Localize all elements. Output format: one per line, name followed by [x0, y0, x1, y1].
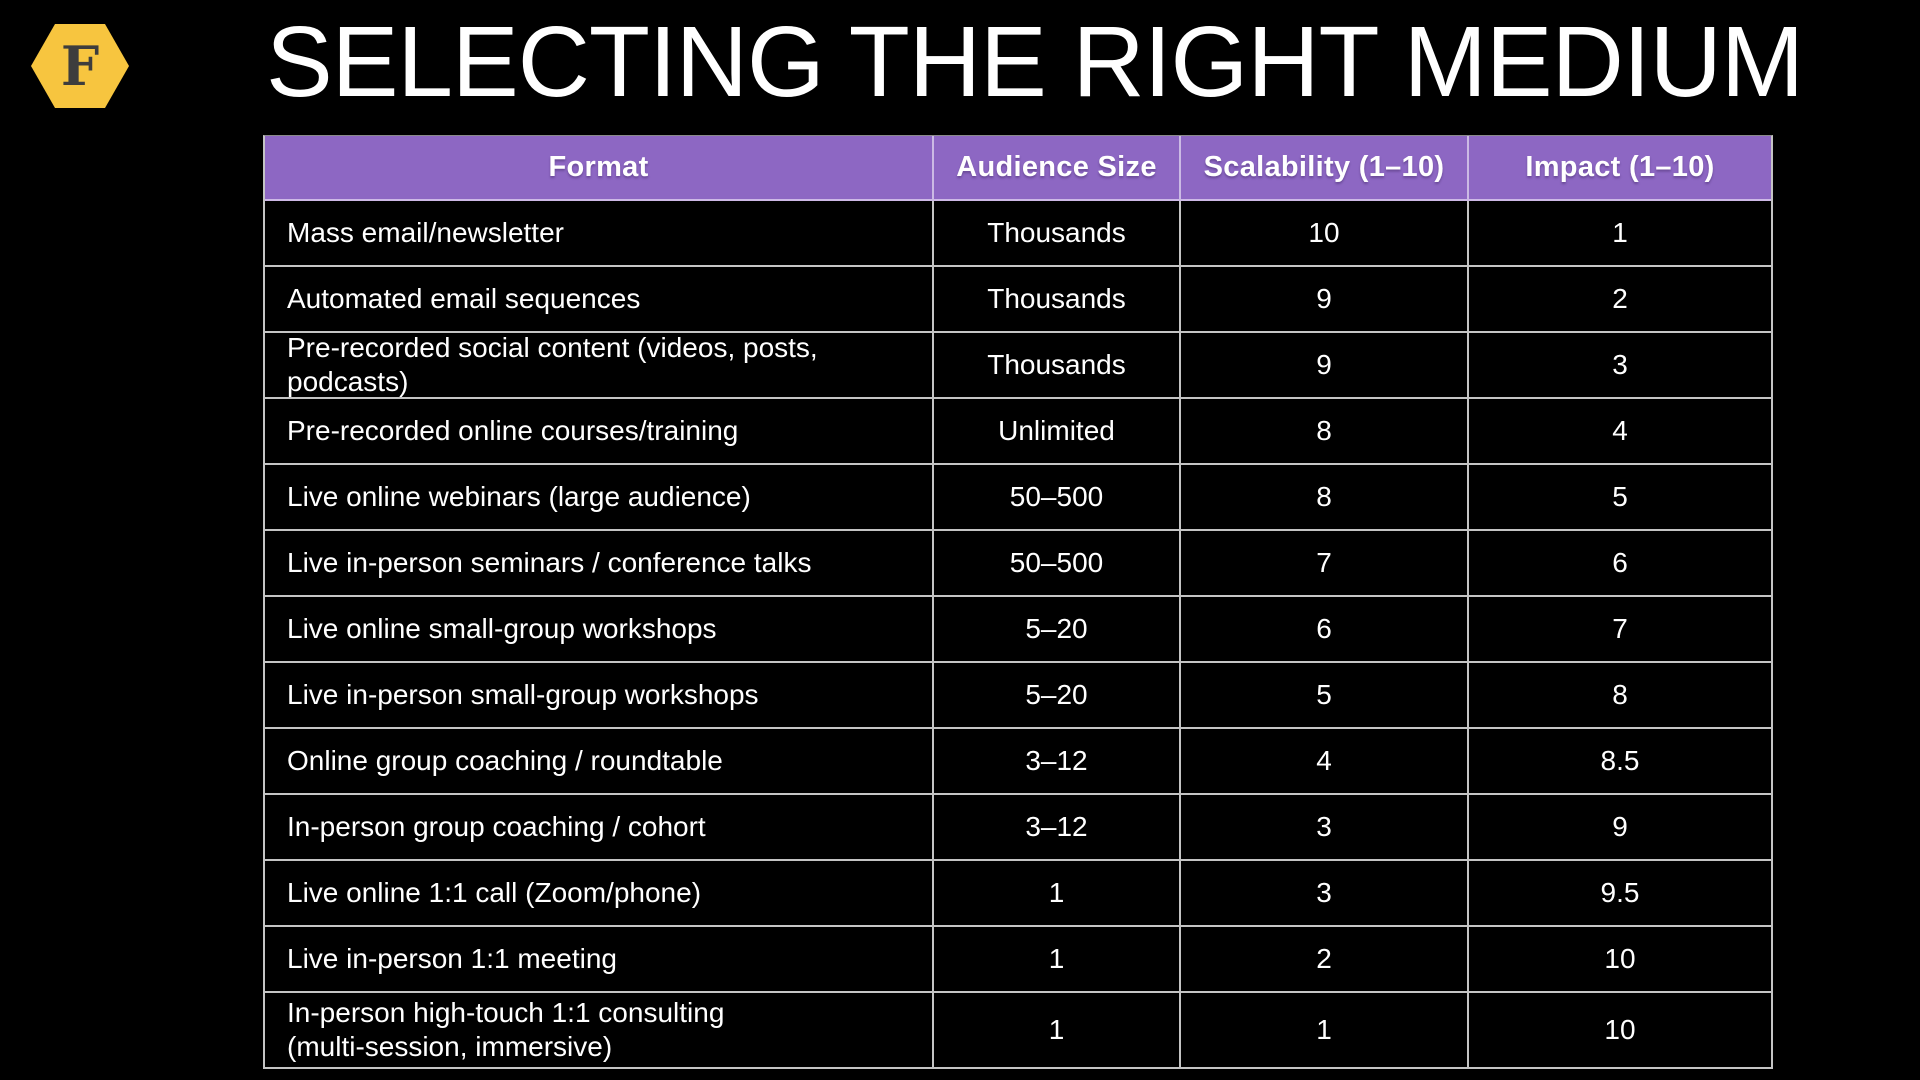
cell-impact: 5	[1612, 481, 1628, 513]
cell-audience: 1	[934, 861, 1181, 925]
cell-format: Live in-person small-group workshops	[265, 663, 934, 727]
table-row: Pre-recorded online courses/training Unl…	[265, 397, 1771, 463]
cell-impact: 9.5	[1600, 877, 1640, 909]
cell-audience: Unlimited	[934, 399, 1181, 463]
cell-scalability: 6	[1181, 597, 1469, 661]
table-header-row: Format Audience Size Scalability (1–10) …	[265, 136, 1771, 199]
cell-format: Automated email sequences	[265, 267, 934, 331]
cell-scalability: 7	[1181, 531, 1469, 595]
cell-format: In-person group coaching / cohort	[265, 795, 934, 859]
cell-scalability: 8	[1181, 465, 1469, 529]
table-body: Mass email/newsletter Thousands 10 1 Aut…	[265, 199, 1771, 1067]
column-header-impact: Impact (1–10)	[1525, 151, 1715, 183]
cell-impact: 10	[1604, 943, 1636, 975]
column-header-audience: Audience Size	[934, 136, 1181, 199]
cell-scalability: 10	[1181, 201, 1469, 265]
cell-scalability: 1	[1181, 993, 1469, 1067]
cell-impact: 2	[1612, 283, 1628, 315]
cell-audience: 1	[934, 993, 1181, 1067]
table-row: Live online small-group workshops 5–20 6…	[265, 595, 1771, 661]
column-header-scalability: Scalability (1–10)	[1181, 136, 1469, 199]
cell-scalability: 2	[1181, 927, 1469, 991]
cell-audience: 3–12	[934, 729, 1181, 793]
table-row: Live in-person small-group workshops 5–2…	[265, 661, 1771, 727]
table-row: Live in-person seminars / conference tal…	[265, 529, 1771, 595]
cell-impact: 7	[1612, 613, 1628, 645]
cell-impact: 3	[1612, 349, 1628, 381]
cell-audience: 5–20	[934, 597, 1181, 661]
cell-scalability: 5	[1181, 663, 1469, 727]
cell-audience: 5–20	[934, 663, 1181, 727]
table-row: In-person group coaching / cohort 3–12 3…	[265, 793, 1771, 859]
table-row: In-person high-touch 1:1 consulting (mul…	[265, 991, 1771, 1067]
table-row: Live online webinars (large audience) 50…	[265, 463, 1771, 529]
cell-impact: 10	[1604, 1014, 1636, 1046]
cell-scalability: 3	[1181, 795, 1469, 859]
cell-audience: Thousands	[934, 267, 1181, 331]
media-comparison-table: Format Audience Size Scalability (1–10) …	[263, 135, 1773, 1069]
table-row: Live in-person 1:1 meeting 1 2 10	[265, 925, 1771, 991]
cell-audience: 3–12	[934, 795, 1181, 859]
cell-scalability: 4	[1181, 729, 1469, 793]
table-row: Automated email sequences Thousands 9 2	[265, 265, 1771, 331]
cell-scalability: 8	[1181, 399, 1469, 463]
cell-impact: 6	[1612, 547, 1628, 579]
cell-scalability: 9	[1181, 333, 1469, 397]
cell-format: Live in-person seminars / conference tal…	[265, 531, 934, 595]
page-title: SELECTING THE RIGHT MEDIUM	[266, 6, 1804, 118]
cell-impact: 1	[1612, 217, 1628, 249]
table-row: Mass email/newsletter Thousands 10 1	[265, 199, 1771, 265]
hexagon-shape	[31, 24, 129, 108]
cell-audience: 1	[934, 927, 1181, 991]
cell-format: Mass email/newsletter	[265, 201, 934, 265]
cell-format: Live online webinars (large audience)	[265, 465, 934, 529]
cell-format: In-person high-touch 1:1 consulting (mul…	[265, 993, 934, 1067]
cell-impact: 9	[1612, 811, 1628, 843]
column-header-format: Format	[265, 136, 934, 199]
cell-scalability: 3	[1181, 861, 1469, 925]
cell-format: Live online small-group workshops	[265, 597, 934, 661]
cell-impact: 8	[1612, 679, 1628, 711]
cell-format: Pre-recorded online courses/training	[265, 399, 934, 463]
cell-format: Live in-person 1:1 meeting	[265, 927, 934, 991]
cell-audience: 50–500	[934, 465, 1181, 529]
table-row: Online group coaching / roundtable 3–12 …	[265, 727, 1771, 793]
cell-audience: Thousands	[934, 201, 1181, 265]
cell-audience: 50–500	[934, 531, 1181, 595]
table-row: Live online 1:1 call (Zoom/phone) 1 3 9.…	[265, 859, 1771, 925]
brand-logo-icon: F	[31, 24, 129, 108]
table-row: Pre-recorded social content (videos, pos…	[265, 331, 1771, 397]
logo-letter: F	[61, 34, 99, 98]
cell-scalability: 9	[1181, 267, 1469, 331]
cell-format: Online group coaching / roundtable	[265, 729, 934, 793]
cell-impact: 4	[1612, 415, 1628, 447]
cell-format: Pre-recorded social content (videos, pos…	[265, 332, 934, 397]
cell-impact: 8.5	[1600, 745, 1640, 777]
cell-audience: Thousands	[934, 333, 1181, 397]
cell-format: Live online 1:1 call (Zoom/phone)	[265, 861, 934, 925]
